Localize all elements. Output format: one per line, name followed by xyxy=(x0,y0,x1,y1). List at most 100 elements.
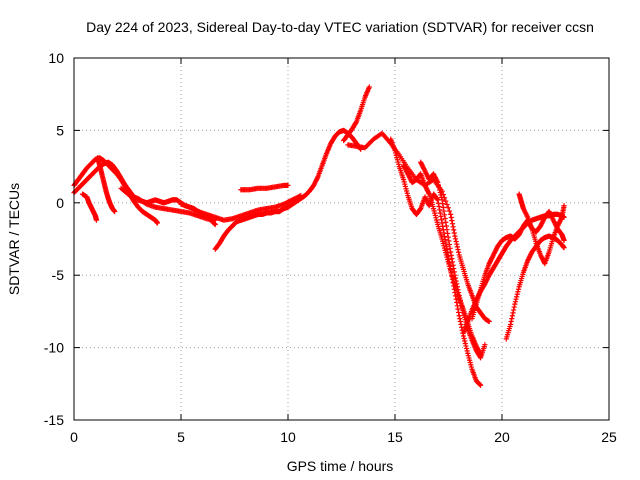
data-point xyxy=(436,184,442,191)
data-point xyxy=(486,318,492,325)
data-point xyxy=(446,241,453,248)
data-point xyxy=(561,203,567,209)
data-point xyxy=(454,241,460,247)
data-point xyxy=(440,204,446,210)
data-point xyxy=(457,316,463,322)
x-tick-label: 15 xyxy=(387,429,403,445)
series-track-d xyxy=(94,155,118,215)
data-point xyxy=(453,278,459,284)
series-track-i xyxy=(341,84,372,144)
y-tick-label: 5 xyxy=(56,122,64,138)
data-point xyxy=(459,324,465,330)
x-tick-label: 0 xyxy=(70,429,78,445)
series-track-m xyxy=(418,159,488,361)
data-point xyxy=(437,187,443,193)
data-point xyxy=(455,289,462,296)
data-point xyxy=(452,275,459,281)
data-point xyxy=(438,192,444,198)
data-point xyxy=(511,307,517,313)
data-point xyxy=(451,265,457,272)
data-point xyxy=(435,179,441,186)
y-tick-label: -15 xyxy=(44,412,64,428)
data-point xyxy=(561,245,567,251)
data-point xyxy=(451,230,457,236)
data-point xyxy=(446,238,452,244)
data-point xyxy=(448,211,454,217)
data-point xyxy=(441,208,447,214)
data-point xyxy=(450,224,456,230)
data-point xyxy=(482,342,488,348)
data-point xyxy=(448,252,454,258)
data-series xyxy=(71,84,567,388)
data-point xyxy=(285,182,291,189)
data-point xyxy=(298,192,304,199)
data-point xyxy=(443,219,449,225)
data-point xyxy=(437,189,443,196)
data-point xyxy=(444,201,450,208)
data-point xyxy=(448,249,454,255)
data-point xyxy=(477,382,483,388)
data-point xyxy=(456,292,462,299)
data-point xyxy=(514,294,520,300)
data-point xyxy=(436,203,442,210)
data-point xyxy=(450,262,456,268)
data-point xyxy=(507,321,514,328)
data-point xyxy=(463,343,469,349)
data-point xyxy=(515,286,522,292)
data-point xyxy=(451,269,457,275)
data-point xyxy=(454,281,460,287)
data-point xyxy=(459,302,465,309)
data-point xyxy=(456,313,462,319)
data-point xyxy=(461,335,467,342)
data-point xyxy=(438,194,445,201)
data-point xyxy=(460,307,466,313)
data-point xyxy=(353,120,359,126)
data-point xyxy=(154,220,161,226)
data-point xyxy=(453,296,459,302)
data-point xyxy=(464,348,470,354)
data-point xyxy=(444,230,451,237)
data-point xyxy=(509,316,515,322)
data-point xyxy=(455,309,462,316)
data-point xyxy=(440,201,446,207)
data-point xyxy=(514,291,520,297)
data-point xyxy=(515,289,521,295)
series-track-c xyxy=(79,191,100,223)
data-point xyxy=(458,300,464,306)
y-tick-label: 10 xyxy=(48,50,64,66)
data-point xyxy=(449,217,455,224)
series-track-o xyxy=(503,233,567,342)
grid xyxy=(74,58,609,420)
data-point xyxy=(452,272,458,278)
data-point xyxy=(112,208,118,215)
data-point xyxy=(462,340,468,347)
data-point xyxy=(509,313,515,319)
data-point xyxy=(458,321,464,328)
data-point xyxy=(445,234,451,240)
data-point xyxy=(93,217,100,223)
data-point xyxy=(561,237,567,244)
data-point xyxy=(443,223,449,229)
series-track-q xyxy=(516,191,567,244)
data-point xyxy=(510,310,516,316)
data-point xyxy=(441,233,448,239)
data-point xyxy=(511,304,517,310)
data-point xyxy=(435,182,442,188)
data-point xyxy=(443,240,449,246)
x-tick-label: 5 xyxy=(177,429,185,445)
y-axis-label: SDTVAR / TECUs xyxy=(6,183,22,295)
data-point xyxy=(448,214,454,221)
data-point xyxy=(457,297,464,304)
data-point xyxy=(437,207,443,213)
data-point xyxy=(513,296,519,302)
series-track-n xyxy=(460,211,567,336)
data-point xyxy=(457,318,464,325)
data-point xyxy=(434,196,440,202)
data-point xyxy=(449,221,456,227)
data-point xyxy=(455,249,462,255)
data-point xyxy=(512,301,518,307)
data-point xyxy=(212,221,218,228)
x-tick-label: 20 xyxy=(494,429,510,445)
data-point xyxy=(455,306,461,312)
data-point xyxy=(463,345,470,352)
